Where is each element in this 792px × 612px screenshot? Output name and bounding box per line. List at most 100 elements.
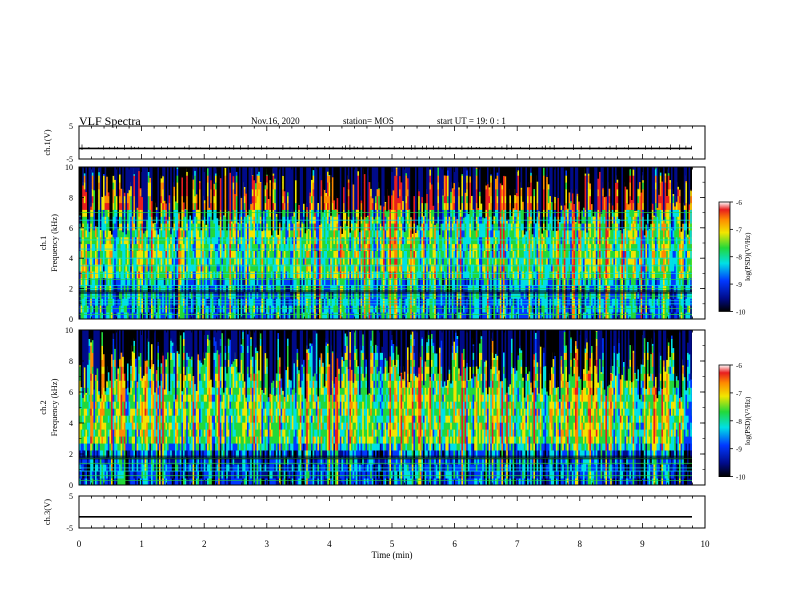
spectrogram-cell: [104, 223, 107, 231]
spectrogram-cell: [272, 257, 275, 265]
spectrogram-cell: [282, 264, 285, 272]
spectrogram-cell: [283, 298, 286, 306]
spectrogram-cell: [370, 209, 373, 217]
spectrogram-cell: [256, 271, 259, 279]
spectrogram-cell: [461, 312, 464, 319]
spectrogram-cell: [333, 271, 336, 279]
spectrogram-cell: [162, 167, 165, 177]
spectrogram-cell: [400, 189, 403, 197]
spectrogram-cell: [426, 278, 429, 286]
spectrogram-cell: [357, 278, 360, 286]
spectrogram-cell: [330, 236, 333, 245]
spectrogram-cell: [391, 271, 393, 279]
spectrogram-cell: [389, 250, 392, 258]
spectrogram-cell: [487, 312, 489, 319]
spectrogram-cell: [232, 243, 235, 251]
spectrogram-cell: [480, 264, 483, 272]
spectrogram-cell: [146, 264, 149, 272]
spectrogram-cell: [151, 312, 153, 319]
spectrogram-cell: [79, 291, 81, 299]
spectrogram-cell: [504, 298, 507, 306]
spectrogram-cell: [317, 236, 320, 245]
spectrogram-cell: [261, 230, 264, 238]
spectrogram-cell: [274, 167, 277, 179]
spectrogram-cell: [432, 271, 435, 279]
spectrogram-cell: [240, 264, 243, 272]
spectrogram-cell: [91, 167, 94, 173]
spectrogram-cell: [400, 223, 403, 231]
spectrogram-cell: [219, 264, 222, 272]
spectrogram-cell: [231, 250, 233, 258]
spectrogram-cell: [211, 264, 214, 272]
spectrogram-cell: [487, 305, 489, 313]
spectrogram-cell: [152, 298, 155, 306]
spectrogram-cell: [295, 257, 297, 265]
spectrogram-cell: [392, 195, 395, 204]
spectrogram-cell: [303, 264, 305, 272]
spectrogram-cell: [437, 312, 440, 319]
spectrogram-cell: [338, 243, 341, 251]
spectrogram-cell: [120, 278, 123, 286]
spectrogram-cell: [355, 209, 358, 217]
spectrogram-cell: [253, 195, 256, 204]
spectrogram-cell: [498, 230, 501, 238]
spectrogram-cell: [328, 264, 331, 272]
spectrogram-cell: [341, 291, 344, 299]
spectrogram-cell: [467, 167, 470, 214]
spectrogram-cell: [407, 167, 409, 179]
spectrogram-cell: [221, 257, 224, 265]
spectrogram-cell: [439, 305, 441, 313]
spectrogram-cell: [427, 312, 430, 319]
spectrogram-cell: [263, 223, 265, 231]
spectrogram-cell: [351, 236, 353, 245]
spectrogram-cell: [453, 167, 456, 184]
spectrogram-cell: [112, 312, 115, 319]
spectrogram-cell: [407, 223, 409, 231]
spectrogram-cell: [315, 243, 318, 251]
spectrogram-cell: [144, 278, 147, 286]
spectrogram-cell: [183, 264, 185, 272]
spectrogram-cell: [491, 223, 494, 231]
spectrogram-cell: [279, 236, 281, 245]
spectrogram-cell: [165, 202, 168, 210]
spectrogram-cell: [419, 223, 422, 231]
spectrogram-cell: [379, 271, 382, 279]
spectrogram-cell: [256, 278, 259, 286]
spectrogram-cell: [183, 312, 185, 319]
spectrogram-cell: [410, 278, 413, 286]
spectrogram-cell: [128, 209, 131, 217]
spectrogram-cell: [319, 257, 321, 265]
spectrogram-cell: [298, 243, 301, 251]
spectrogram-cell: [463, 312, 465, 319]
spectrogram-cell: [405, 250, 408, 258]
spectrogram-cell: [256, 223, 259, 231]
spectrogram-cell: [301, 305, 304, 313]
spectrogram-cell: [437, 278, 440, 286]
spectrogram-cell: [208, 250, 211, 258]
spectrogram-cell: [85, 291, 88, 299]
spectrogram-cell: [154, 236, 157, 245]
spectrogram-cell: [323, 236, 326, 245]
spectrogram-cell: [395, 223, 398, 231]
spectrogram-cell: [183, 257, 185, 265]
spectrogram-cell: [453, 305, 456, 313]
spectrogram-cell: [482, 257, 485, 265]
spectrogram-cell: [490, 236, 493, 245]
spectrogram-cell: [504, 209, 507, 217]
spectrogram-cell: [85, 209, 88, 217]
spectrogram-cell: [432, 230, 435, 238]
spectrogram-cell: [336, 278, 339, 286]
spectrogram-cell: [85, 312, 88, 319]
spectrogram-cell: [360, 278, 363, 286]
spectrogram-cell: [354, 278, 357, 286]
spectrogram-cell: [128, 236, 131, 245]
spectrogram-cell: [466, 189, 469, 197]
spectrogram-cell: [442, 305, 445, 313]
spectrogram-cell: [426, 250, 429, 258]
spectrogram-cell: [133, 182, 136, 190]
spectrogram-cell: [352, 243, 355, 251]
spectrogram-cell: [458, 298, 461, 306]
spectrogram-cell: [370, 291, 373, 299]
spectrogram-cell: [443, 312, 446, 319]
spectrogram-cell: [130, 243, 133, 251]
